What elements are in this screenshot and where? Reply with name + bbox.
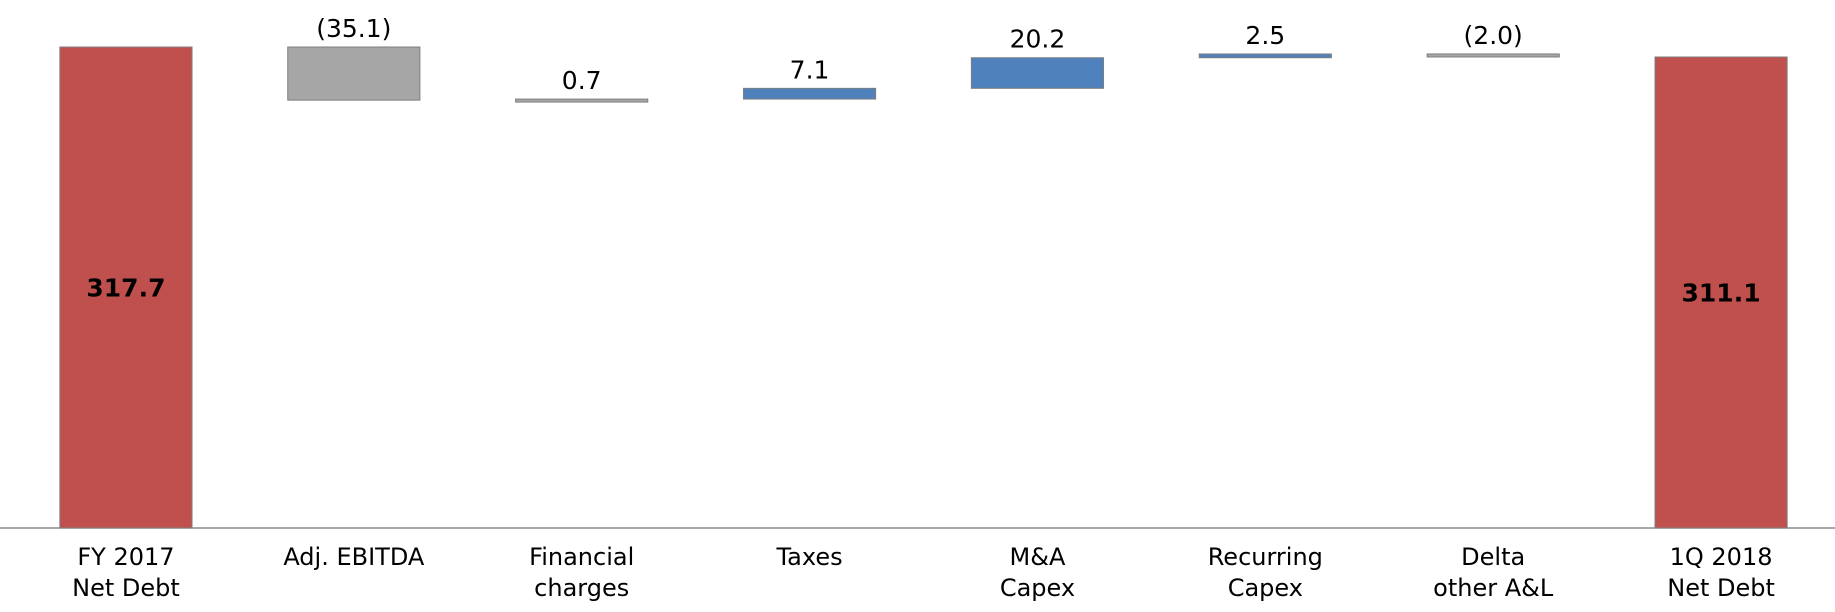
value-label: 20.2 [1010,25,1066,54]
value-label: (2.0) [1464,21,1523,50]
bar [1426,53,1560,58]
x-tick-label: Delta other A&L [1433,543,1554,602]
x-tick-label: M&A Capex [999,543,1076,602]
x-tick-label: Taxes [776,543,843,571]
value-label: 7.1 [790,55,830,84]
bar [1198,53,1332,59]
bar [287,46,421,101]
x-tick-label: FY 2017 Net Debt [72,543,180,602]
x-tick-label: Adj. EBITDA [283,543,425,571]
value-label: (35.1) [316,14,391,43]
x-tick-label: Recurring Capex [1207,543,1323,602]
bar [970,57,1105,89]
bar [742,87,877,100]
value-label: 0.7 [562,66,602,95]
bar [59,46,193,529]
value-label: 2.5 [1245,21,1285,50]
value-label: 317.7 [86,274,165,303]
bar [515,98,649,103]
value-label: 311.1 [1682,278,1761,307]
x-tick-label: 1Q 2018 Net Debt [1667,543,1775,602]
bar [1654,56,1788,529]
x-tick-label: Financial charges [529,543,635,602]
